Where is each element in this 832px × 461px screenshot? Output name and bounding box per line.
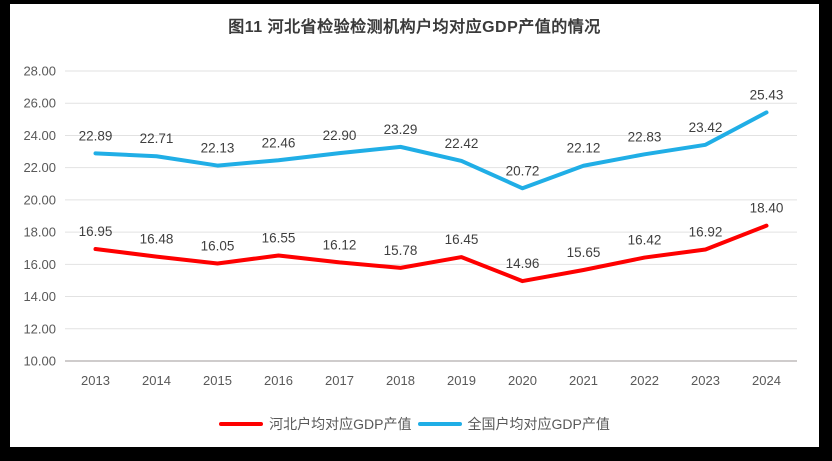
x-tick-label: 2016 <box>264 373 293 388</box>
hebei-line-swatch <box>219 421 264 427</box>
data-label: 14.96 <box>506 256 540 271</box>
data-label: 22.13 <box>201 141 235 156</box>
x-tick-label: 2021 <box>569 373 598 388</box>
x-tick-label: 2023 <box>691 373 720 388</box>
data-label: 16.05 <box>201 239 235 254</box>
data-label: 22.89 <box>79 128 113 143</box>
y-tick-label: 16.00 <box>23 257 56 272</box>
data-label: 22.83 <box>628 129 662 144</box>
x-tick-label: 2018 <box>386 373 415 388</box>
y-tick-label: 12.00 <box>23 321 56 336</box>
x-tick-label: 2017 <box>325 373 354 388</box>
legend-label-national: 全国户均对应GDP产值 <box>467 416 610 432</box>
x-tick-label: 2013 <box>81 373 110 388</box>
data-label: 16.92 <box>689 225 723 240</box>
y-tick-label: 20.00 <box>23 192 56 207</box>
y-tick-label: 26.00 <box>23 96 56 111</box>
x-tick-label: 2015 <box>203 373 232 388</box>
data-label: 22.90 <box>323 128 357 143</box>
plot: 10.00 12.00 14.00 16.00 18.00 20.00 22.00 24.00… <box>23 64 797 388</box>
data-label: 22.12 <box>567 141 601 156</box>
data-label: 18.40 <box>750 201 784 216</box>
national-line-swatch <box>417 421 462 427</box>
y-tick-label: 24.00 <box>23 128 56 143</box>
y-tick-label: 14.00 <box>23 289 56 304</box>
data-label: 15.78 <box>384 243 418 258</box>
data-label: 16.95 <box>79 224 113 239</box>
x-tick-label: 2020 <box>508 373 537 388</box>
data-label: 22.42 <box>445 136 479 151</box>
data-label: 20.72 <box>506 163 540 178</box>
data-label: 23.42 <box>689 120 723 135</box>
x-tick-label: 2019 <box>447 373 476 388</box>
data-label: 25.43 <box>750 87 784 102</box>
y-tick-label: 22.00 <box>23 160 56 175</box>
data-label: 16.42 <box>628 233 662 248</box>
y-tick-label: 10.00 <box>23 354 56 369</box>
y-tick-label: 28.00 <box>23 64 56 79</box>
legend-item-hebei: 河北户均对应GDP产值 <box>219 414 412 434</box>
x-tick-label: 2022 <box>630 373 659 388</box>
data-label: 22.71 <box>140 131 174 146</box>
data-label: 16.12 <box>323 237 357 252</box>
legend: 河北户均对应GDP产值 全国户均对应GDP产值 <box>10 414 819 434</box>
series-line-1 <box>93 110 769 191</box>
data-label: 15.65 <box>567 245 601 260</box>
data-label: 16.48 <box>140 232 174 247</box>
y-tick-label: 18.00 <box>23 225 56 240</box>
chart-title: 图11 河北省检验检测机构户均对应GDP产值的情况 <box>228 19 601 36</box>
series-line-0 <box>93 223 769 284</box>
x-tick-label: 2024 <box>752 373 781 388</box>
chart-area: 图11 河北省检验检测机构户均对应GDP产值的情况 10.00 12.00 14.0… <box>10 4 819 447</box>
legend-item-national: 全国户均对应GDP产值 <box>417 414 610 434</box>
data-label: 22.46 <box>262 135 296 150</box>
data-label: 16.45 <box>445 232 479 247</box>
data-label: 16.55 <box>262 230 296 245</box>
x-tick-label: 2014 <box>142 373 171 388</box>
legend-label-hebei: 河北户均对应GDP产值 <box>269 416 412 432</box>
data-label: 23.29 <box>384 122 418 137</box>
